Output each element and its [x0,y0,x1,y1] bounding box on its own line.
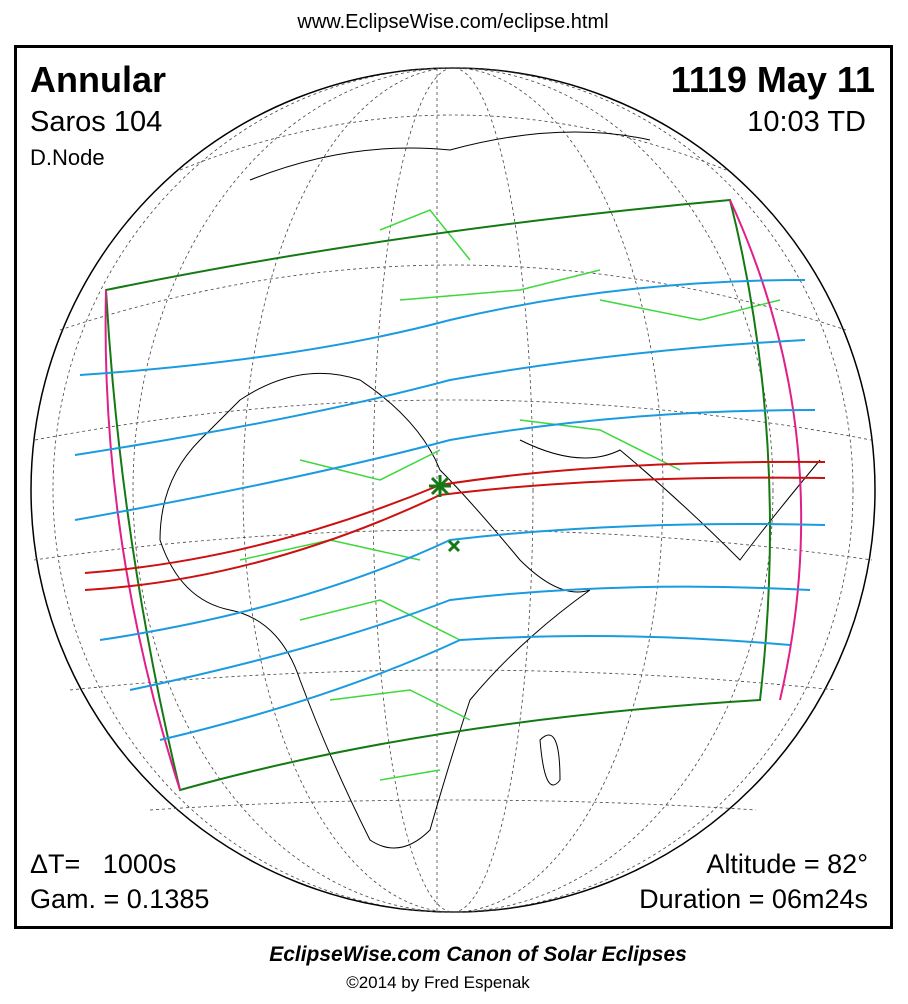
node: D.Node [30,145,105,170]
greatest-duration [447,539,461,553]
url: www.EclipseWise.com/eclipse.html [296,11,608,33]
altitude: Altitude = 82° [706,849,868,879]
greatest-eclipse [429,475,451,497]
delta-t: ΔT= 1000s [30,849,176,879]
date: 1119 May 11 [671,59,875,100]
globe [30,67,876,913]
sunset-curve [729,199,803,701]
footer-title: EclipseWise.com Canon of Solar Eclipses [269,943,687,966]
gamma: Gam. = 0.1385 [30,884,209,914]
frame [14,45,893,929]
time: 10:03 TD [747,106,866,138]
duration: Duration = 06m24s [639,884,868,914]
footer-credit: ©2014 by Fred Espenak [346,973,530,992]
eclipse-limits [104,198,771,792]
sunrise-curve [104,289,181,791]
saros: Saros 104 [30,106,162,138]
eclipse-type: Annular [30,59,166,100]
